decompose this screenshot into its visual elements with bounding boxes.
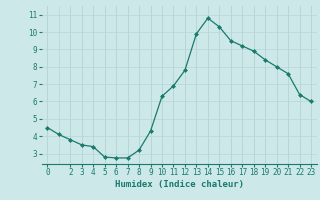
X-axis label: Humidex (Indice chaleur): Humidex (Indice chaleur) — [115, 180, 244, 189]
